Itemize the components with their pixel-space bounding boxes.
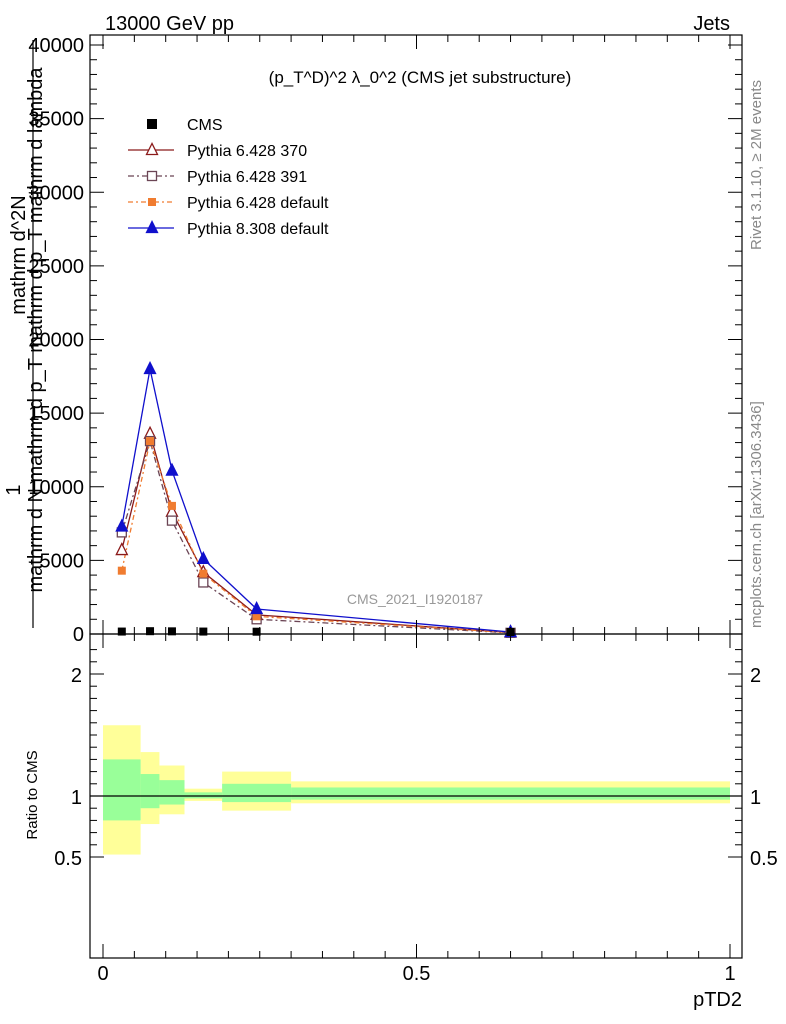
series-point (115, 542, 129, 556)
legend-cms-label: CMS (187, 117, 223, 134)
chart-title: (p_T^D)^2 λ_0^2 (CMS jet substructure) (269, 68, 572, 87)
cms-point (146, 627, 155, 636)
cms-point (199, 627, 208, 636)
ylabel-line1: 1 (3, 484, 25, 495)
ratio-y-tick-label-right: 1 (750, 787, 761, 809)
ratio-y-tick-label: 2 (71, 665, 82, 687)
ratio-y-tick-label: 0.5 (54, 848, 82, 870)
x-tick-label: 0.5 (403, 963, 431, 985)
legend-marker (148, 198, 156, 206)
legend-marker (146, 170, 158, 182)
ratio-band-inner (140, 774, 160, 809)
watermark: CMS_2021_I1920187 (347, 591, 483, 607)
ratio-band-inner (103, 759, 141, 821)
y-tick-label: 5000 (40, 550, 85, 572)
y-tick-label: 15000 (28, 403, 84, 425)
series-line (121, 438, 511, 634)
ratio-ylabel: Ratio to CMS (24, 750, 41, 839)
y-tick-label: 10000 (28, 477, 84, 499)
ratio-plot: 0.5 0.5 1 1 2 2 0 0.5 1 (54, 35, 778, 985)
series-point (117, 566, 126, 575)
series-line (121, 368, 511, 633)
y-tick-label: 0 (73, 624, 84, 646)
ratio-y-tick-label-right: 0.5 (750, 848, 778, 870)
series-point (199, 569, 208, 578)
series-point (252, 612, 261, 621)
series-line (121, 431, 511, 634)
legend-marker (145, 220, 159, 234)
ylabel-den: mathrm d N mathrm d p_T mathrm d p_T mat… (25, 67, 47, 593)
x-tick-label: 1 (724, 963, 735, 985)
series-point (196, 550, 210, 565)
series-point (166, 515, 178, 526)
legend-marker (145, 142, 159, 156)
mcplots-label: mcplots.cern.ch [arXiv:1306.3436] (748, 401, 765, 628)
ratio-y-tick-label: 1 (71, 787, 82, 809)
ylabel-num: mathrm d^2N (8, 195, 30, 314)
main-ylabel: 1 mathrm d^2N mathrm d N mathrm d p_T ma… (3, 40, 47, 628)
series-point (250, 601, 264, 615)
x-axis-label: pTD2 (693, 989, 742, 1011)
header-left: 13000 GeV pp (105, 13, 234, 35)
y-tick-label: 35000 (28, 109, 84, 131)
cms-point (167, 627, 176, 636)
series-point (198, 577, 209, 588)
y-tick-label: 20000 (28, 330, 84, 352)
main-plot: 0 5000 10000 15000 20000 25000 30000 35000 40000 (28, 34, 743, 646)
series-point (165, 462, 179, 476)
legend-label: Pythia 6.428 370 (187, 143, 307, 160)
ratio-band-inner (159, 780, 185, 805)
ratio-y-tick-label-right: 2 (750, 665, 761, 687)
series-point (143, 360, 157, 375)
legend-label: Pythia 8.308 default (187, 221, 329, 238)
legend-label: Pythia 6.428 default (187, 195, 329, 212)
header-right: Jets (693, 13, 730, 35)
legend-cms-marker (147, 119, 157, 129)
series-point (167, 501, 176, 510)
ratio-band-inner (184, 792, 223, 799)
series-point (115, 518, 129, 532)
y-tick-label: 30000 (28, 182, 84, 204)
ratio-band-inner (291, 787, 730, 800)
x-tick-label: 0 (97, 963, 108, 985)
rivet-label: Rivet 3.1.10, ≥ 2M events (748, 80, 765, 250)
ratio-band-inner (222, 783, 292, 803)
cms-point (252, 627, 261, 636)
series-point (146, 437, 155, 446)
series-line (121, 438, 511, 634)
cms-point (117, 627, 126, 636)
legend: CMS Pythia 6.428 370 Pythia 6.428 391 Pythi… (128, 117, 329, 238)
y-tick-label: 25000 (28, 256, 84, 278)
legend-label: Pythia 6.428 391 (187, 169, 307, 186)
y-tick-label: 40000 (28, 35, 84, 57)
